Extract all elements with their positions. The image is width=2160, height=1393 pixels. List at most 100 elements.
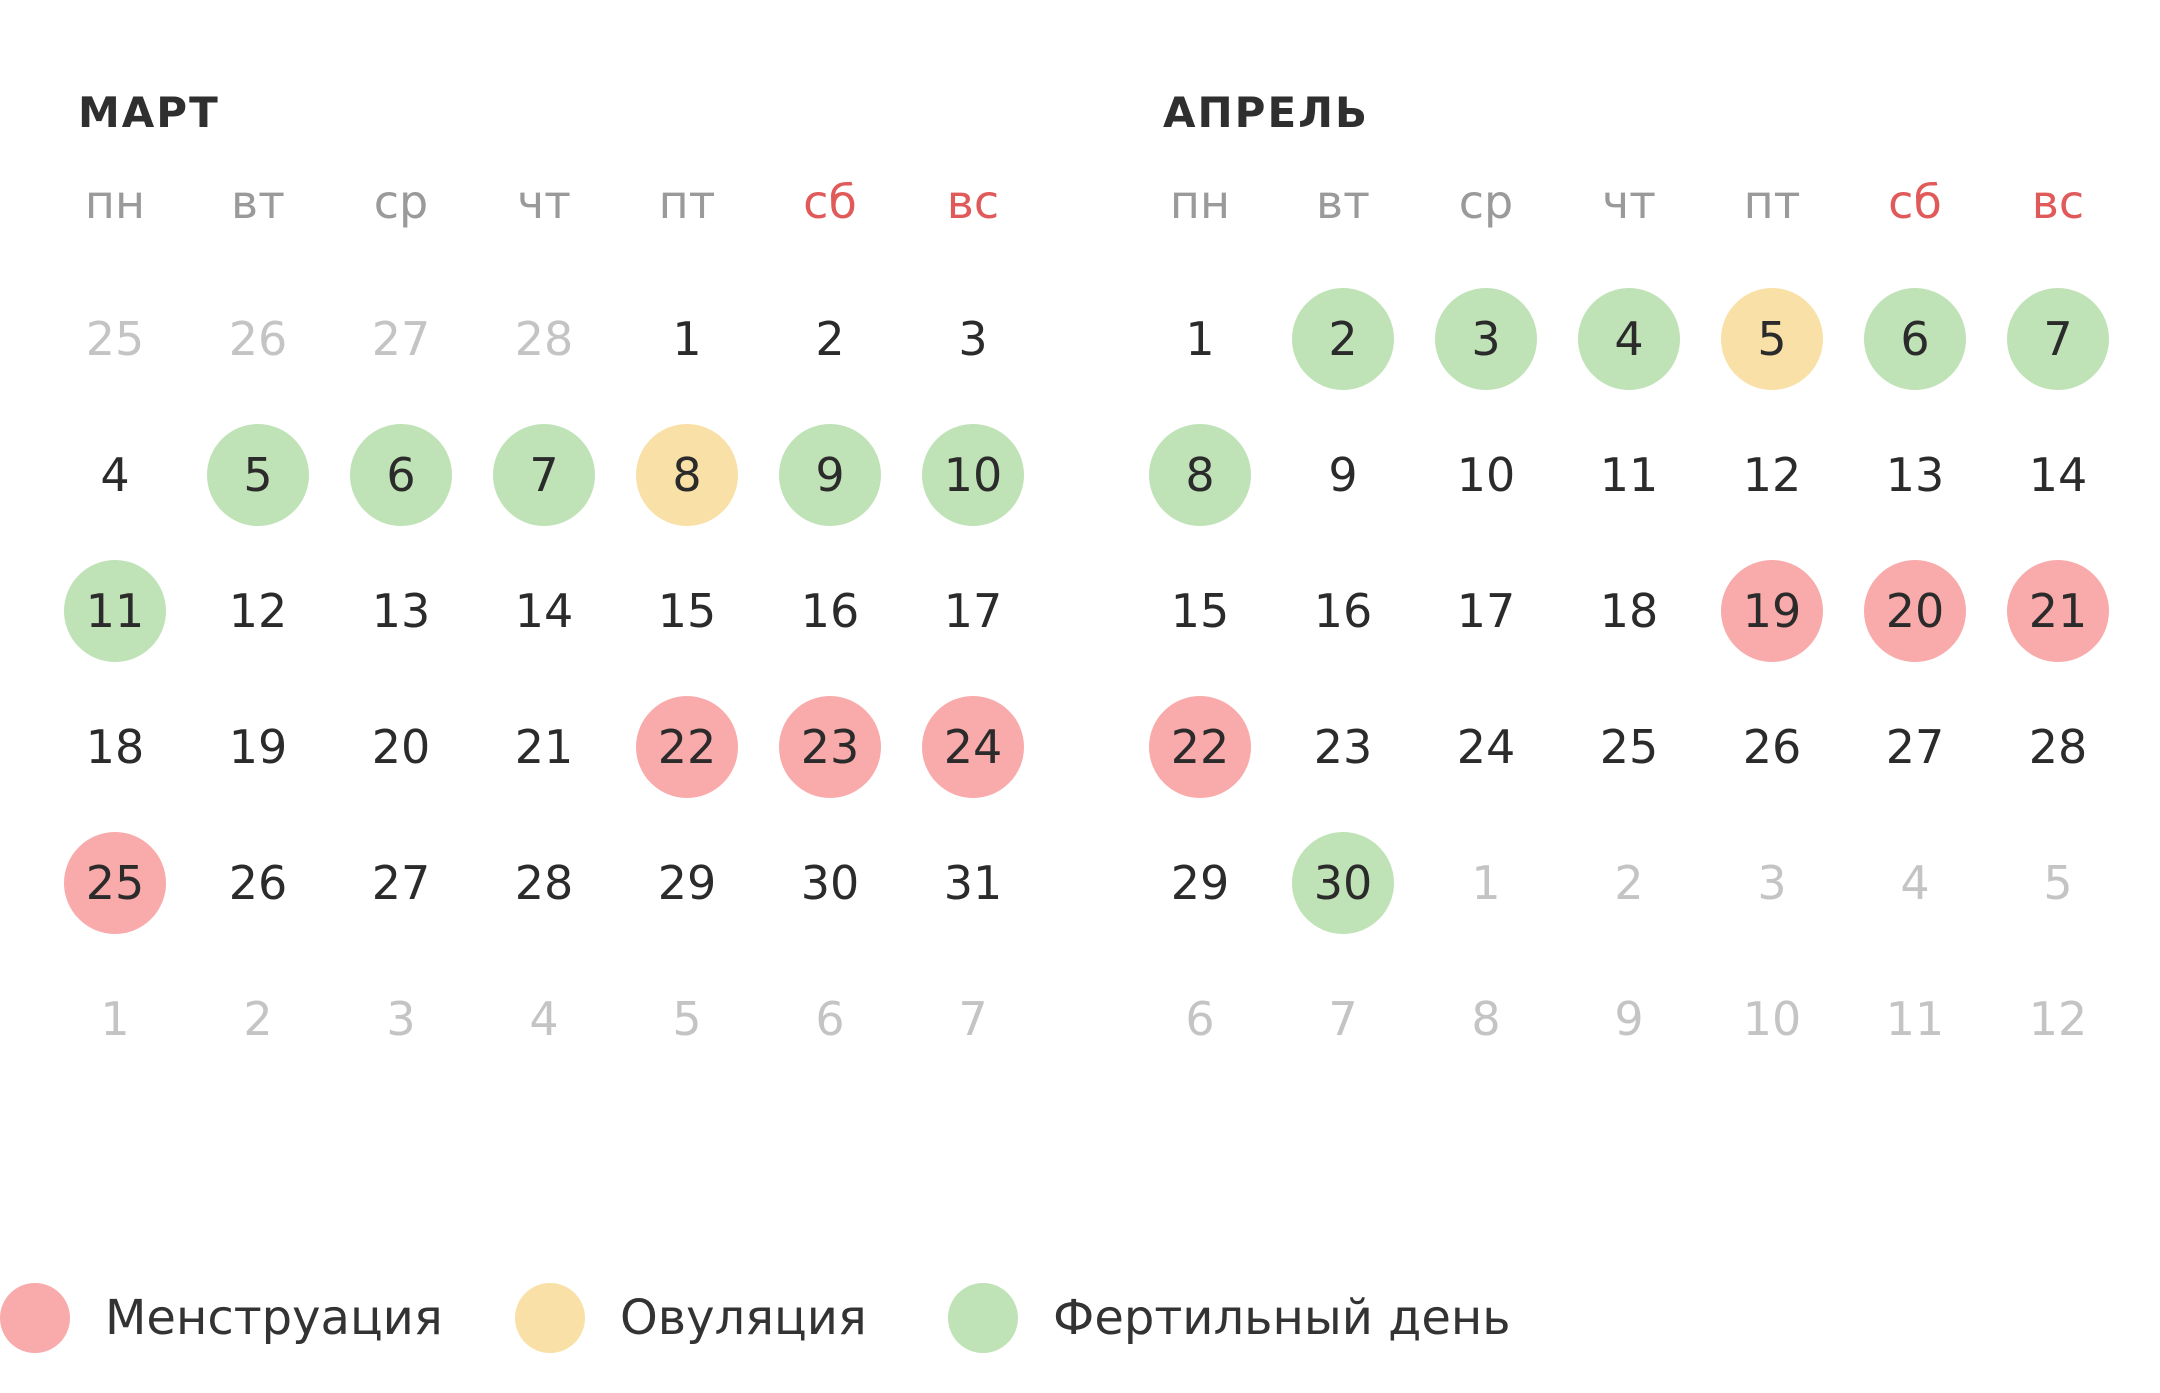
calendar-day[interactable]: 20 [371, 720, 431, 774]
calendar-day[interactable]: 1 [672, 312, 702, 366]
fertile-day[interactable]: 4 [1578, 288, 1680, 390]
calendar-day[interactable]: 11 [1599, 448, 1659, 502]
calendar-day[interactable]: 1 [1185, 312, 1215, 366]
menstruation-day[interactable]: 23 [779, 696, 881, 798]
calendar-day[interactable]: 16 [800, 584, 860, 638]
calendar-day[interactable]: 27 [371, 856, 431, 910]
weekday-label: вс [2031, 175, 2085, 229]
calendar-day[interactable]: 30 [800, 856, 860, 910]
fertile-day[interactable]: 6 [1864, 288, 1966, 390]
other-month-day[interactable]: 6 [1185, 992, 1215, 1046]
calendar-day[interactable]: 29 [657, 856, 717, 910]
calendar-day[interactable]: 31 [943, 856, 1003, 910]
menstruation-day[interactable]: 19 [1721, 560, 1823, 662]
menstruation-day[interactable]: 22 [636, 696, 738, 798]
other-month-day[interactable]: 10 [1742, 992, 1802, 1046]
fertile-day[interactable]: 7 [493, 424, 595, 526]
fertile-day[interactable]: 11 [64, 560, 166, 662]
fertile-day[interactable]: 6 [350, 424, 452, 526]
legend-label: Фертильный день [1053, 1290, 1511, 1346]
calendar-day[interactable]: 12 [228, 584, 288, 638]
fertile-day[interactable]: 2 [1292, 288, 1394, 390]
weekday-label: пн [84, 175, 146, 229]
fertile-dot-icon [948, 1283, 1018, 1353]
month-title: МАРТ [78, 88, 220, 137]
calendar-day[interactable]: 13 [1885, 448, 1945, 502]
calendar-day[interactable]: 23 [1313, 720, 1373, 774]
menstruation-day[interactable]: 24 [922, 696, 1024, 798]
calendar-day[interactable]: 24 [1456, 720, 1516, 774]
calendar-day[interactable]: 15 [657, 584, 717, 638]
other-month-day[interactable]: 7 [1328, 992, 1358, 1046]
other-month-day[interactable]: 9 [1614, 992, 1644, 1046]
calendar-day[interactable]: 28 [2028, 720, 2088, 774]
calendar-day[interactable]: 13 [371, 584, 431, 638]
other-month-day[interactable]: 4 [529, 992, 559, 1046]
other-month-day[interactable]: 11 [1885, 992, 1945, 1046]
calendar-day[interactable]: 12 [1742, 448, 1802, 502]
other-month-day[interactable]: 7 [958, 992, 988, 1046]
calendar-day[interactable]: 9 [1328, 448, 1358, 502]
calendar-day[interactable]: 19 [228, 720, 288, 774]
calendar-day[interactable]: 28 [514, 856, 574, 910]
other-month-day[interactable]: 1 [1471, 856, 1501, 910]
weekday-label: чт [517, 175, 571, 229]
ovulation-day[interactable]: 8 [636, 424, 738, 526]
fertile-day[interactable]: 8 [1149, 424, 1251, 526]
legend-label: Овуляция [620, 1290, 867, 1346]
other-month-day[interactable]: 2 [1614, 856, 1644, 910]
menstruation-day[interactable]: 20 [1864, 560, 1966, 662]
month-march: МАРТ пн вт ср чт пт сб вс 25 26 27 28 1 2 3 4 5 6 7 8 9 10 1… [0, 0, 1024, 1100]
calendar-day[interactable]: 26 [228, 856, 288, 910]
other-month-day[interactable]: 1 [100, 992, 130, 1046]
other-month-day[interactable]: 3 [1757, 856, 1787, 910]
calendar-day[interactable]: 14 [2028, 448, 2088, 502]
menstruation-day[interactable]: 21 [2007, 560, 2109, 662]
calendar-day[interactable]: 3 [958, 312, 988, 366]
other-month-day[interactable]: 5 [672, 992, 702, 1046]
weekday-label: вс [946, 175, 1000, 229]
other-month-day[interactable]: 28 [514, 312, 574, 366]
other-month-day[interactable]: 27 [371, 312, 431, 366]
calendar-day[interactable]: 17 [943, 584, 1003, 638]
calendar-day[interactable]: 2 [815, 312, 845, 366]
fertile-day[interactable]: 5 [207, 424, 309, 526]
calendar-day[interactable]: 29 [1170, 856, 1230, 910]
fertile-day[interactable]: 10 [922, 424, 1024, 526]
legend: Менструация Овуляция Фертильный день [0, 1283, 2160, 1373]
weekday-label: чт [1602, 175, 1656, 229]
calendar-day[interactable]: 18 [85, 720, 145, 774]
calendar-day[interactable]: 16 [1313, 584, 1373, 638]
other-month-day[interactable]: 8 [1471, 992, 1501, 1046]
calendar-day[interactable]: 4 [100, 448, 130, 502]
calendar-day[interactable]: 18 [1599, 584, 1659, 638]
calendar-day[interactable]: 17 [1456, 584, 1516, 638]
menstruation-day[interactable]: 25 [64, 832, 166, 934]
calendar-day[interactable]: 14 [514, 584, 574, 638]
menstruation-dot-icon [0, 1283, 70, 1353]
fertile-day[interactable]: 3 [1435, 288, 1537, 390]
other-month-day[interactable]: 5 [2043, 856, 2073, 910]
other-month-day[interactable]: 6 [815, 992, 845, 1046]
calendar-day[interactable]: 21 [514, 720, 574, 774]
calendar-day[interactable]: 15 [1170, 584, 1230, 638]
other-month-day[interactable]: 4 [1900, 856, 1930, 910]
weekday-label: пт [1743, 175, 1801, 229]
month-title: АПРЕЛЬ [1163, 88, 1370, 137]
other-month-day[interactable]: 12 [2028, 992, 2088, 1046]
weekday-label: ср [373, 175, 429, 229]
other-month-day[interactable]: 26 [228, 312, 288, 366]
calendar-day[interactable]: 27 [1885, 720, 1945, 774]
ovulation-day[interactable]: 5 [1721, 288, 1823, 390]
other-month-day[interactable]: 3 [386, 992, 416, 1046]
fertile-day[interactable]: 9 [779, 424, 881, 526]
weekday-label: ср [1458, 175, 1514, 229]
other-month-day[interactable]: 2 [243, 992, 273, 1046]
fertile-day[interactable]: 30 [1292, 832, 1394, 934]
other-month-day[interactable]: 25 [85, 312, 145, 366]
calendar-day[interactable]: 26 [1742, 720, 1802, 774]
calendar-day[interactable]: 25 [1599, 720, 1659, 774]
calendar-day[interactable]: 10 [1456, 448, 1516, 502]
menstruation-day[interactable]: 22 [1149, 696, 1251, 798]
fertile-day[interactable]: 7 [2007, 288, 2109, 390]
